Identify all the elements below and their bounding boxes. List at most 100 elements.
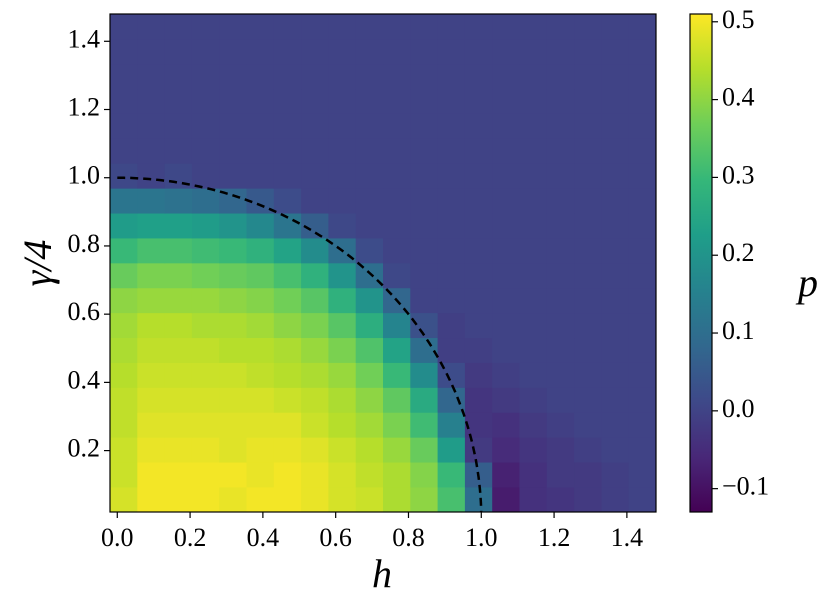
heatmap-cell bbox=[273, 38, 302, 65]
heatmap-cell bbox=[110, 237, 138, 264]
heatmap-cell bbox=[301, 287, 329, 314]
heatmap-cell bbox=[328, 486, 357, 512]
heatmap-cell bbox=[437, 188, 466, 214]
heatmap-cell bbox=[383, 437, 411, 463]
heatmap-cell bbox=[519, 486, 548, 512]
heatmap-cell bbox=[219, 88, 247, 114]
heatmap-cell bbox=[492, 462, 520, 488]
heatmap-cell bbox=[355, 63, 384, 90]
heatmap-cell bbox=[519, 138, 548, 164]
heatmap-cell bbox=[464, 163, 493, 189]
heatmap-cell bbox=[137, 88, 166, 114]
heatmap-cell bbox=[574, 462, 602, 488]
heatmap-cell bbox=[546, 138, 575, 164]
heatmap-cell bbox=[191, 462, 220, 488]
heatmap-cell bbox=[273, 163, 302, 189]
heatmap-cell bbox=[137, 262, 166, 289]
heatmap-cell bbox=[137, 213, 166, 239]
heatmap-cell bbox=[110, 262, 138, 289]
heatmap-cell bbox=[574, 38, 602, 65]
heatmap-cell bbox=[355, 188, 384, 214]
heatmap-cell bbox=[464, 387, 493, 413]
heatmap-cell bbox=[492, 287, 520, 314]
heatmap-cell bbox=[219, 213, 247, 239]
heatmap-cell bbox=[410, 113, 439, 139]
heatmap-cell bbox=[301, 88, 329, 114]
heatmap-cell bbox=[601, 362, 630, 388]
heatmap-cell bbox=[628, 462, 656, 488]
y-tick-label: 0.2 bbox=[68, 434, 101, 463]
heatmap-cell bbox=[246, 113, 275, 139]
y-tick-label: 1.0 bbox=[68, 161, 101, 190]
heatmap-cell bbox=[574, 14, 602, 40]
heatmap-cell bbox=[464, 237, 493, 264]
heatmap-cell bbox=[328, 462, 357, 488]
heatmap-cell bbox=[191, 287, 220, 314]
heatmap-cell bbox=[437, 63, 466, 90]
heatmap-cell bbox=[574, 287, 602, 314]
heatmap-cell bbox=[164, 337, 193, 363]
heatmap-cell bbox=[328, 213, 357, 239]
heatmap-cell bbox=[164, 188, 193, 214]
heatmap-cell bbox=[519, 113, 548, 139]
heatmap-cell bbox=[273, 337, 302, 363]
heatmap-cell bbox=[246, 213, 275, 239]
heatmap-cell bbox=[110, 138, 138, 164]
heatmap-cell bbox=[574, 113, 602, 139]
heatmap-cell bbox=[410, 262, 439, 289]
heatmap-cell bbox=[355, 462, 384, 488]
heatmap-cell bbox=[410, 163, 439, 189]
heatmap-cell bbox=[273, 113, 302, 139]
heatmap-cell bbox=[628, 237, 656, 264]
heatmap-cell bbox=[328, 63, 357, 90]
y-tick-label: 0.8 bbox=[68, 229, 101, 258]
heatmap-cell bbox=[574, 387, 602, 413]
heatmap-cell bbox=[164, 63, 193, 90]
heatmap-cell bbox=[437, 213, 466, 239]
heatmap-cell bbox=[301, 262, 329, 289]
heatmap-cell bbox=[628, 337, 656, 363]
heatmap-cell bbox=[164, 262, 193, 289]
heatmap-cell bbox=[219, 362, 247, 388]
heatmap-cell bbox=[355, 14, 384, 40]
heatmap-cell bbox=[546, 462, 575, 488]
heatmap-cell bbox=[137, 138, 166, 164]
heatmap-cell bbox=[137, 312, 166, 339]
heatmap-cell bbox=[410, 38, 439, 65]
heatmap-cell bbox=[437, 138, 466, 164]
heatmap-cell bbox=[191, 213, 220, 239]
heatmap-cell bbox=[301, 14, 329, 40]
heatmap-cell bbox=[301, 387, 329, 413]
heatmap-cell bbox=[246, 262, 275, 289]
heatmap-cell bbox=[574, 337, 602, 363]
heatmap-cell bbox=[110, 337, 138, 363]
heatmap-cell bbox=[110, 38, 138, 65]
heatmap-cell bbox=[191, 362, 220, 388]
heatmap-cell bbox=[410, 237, 439, 264]
heatmap-cell bbox=[464, 437, 493, 463]
heatmap-cell bbox=[601, 138, 630, 164]
x-tick-label: 0.8 bbox=[392, 523, 425, 552]
x-tick-label: 1.4 bbox=[611, 523, 644, 552]
heatmap-cell bbox=[110, 362, 138, 388]
heatmap-cell bbox=[219, 387, 247, 413]
heatmap-cell bbox=[546, 163, 575, 189]
heatmap-cell bbox=[628, 312, 656, 339]
colorbar-tick-label: 0.4 bbox=[722, 83, 755, 112]
heatmap-cell bbox=[601, 412, 630, 438]
heatmap-cell bbox=[383, 486, 411, 512]
heatmap-cell bbox=[546, 38, 575, 65]
heatmap-cell bbox=[492, 437, 520, 463]
heatmap-cell bbox=[383, 163, 411, 189]
heatmap-cell bbox=[137, 237, 166, 264]
heatmap-cell bbox=[191, 88, 220, 114]
heatmap-cell bbox=[628, 486, 656, 512]
heatmap-cell bbox=[464, 486, 493, 512]
heatmap-cell bbox=[546, 387, 575, 413]
heatmap-cell bbox=[328, 437, 357, 463]
heatmap-cell bbox=[355, 38, 384, 65]
heatmap-cell bbox=[464, 113, 493, 139]
heatmap-cell bbox=[601, 462, 630, 488]
heatmap-cell bbox=[219, 163, 247, 189]
heatmap-cell bbox=[219, 113, 247, 139]
